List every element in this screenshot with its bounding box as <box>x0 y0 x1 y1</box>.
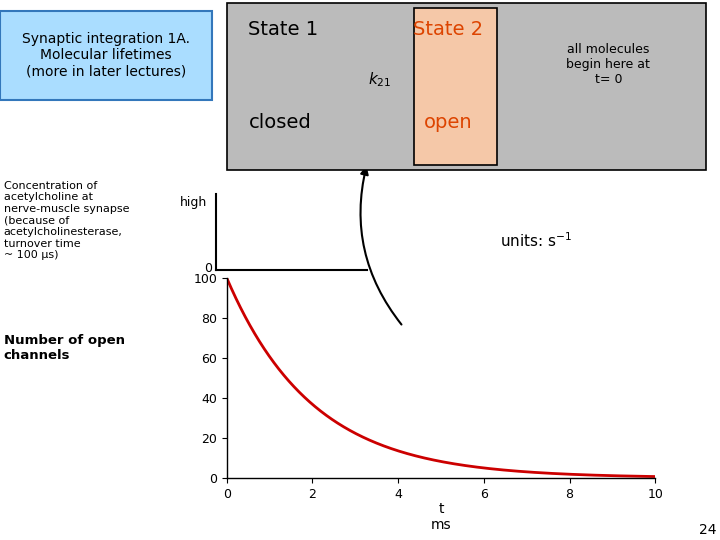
Text: Number of open
channels: Number of open channels <box>4 334 125 362</box>
Text: Concentration of
acetylcholine at
nerve-muscle synapse
(because of
acetylcholine: Concentration of acetylcholine at nerve-… <box>4 181 129 260</box>
Text: State 2: State 2 <box>413 20 484 39</box>
Text: Synaptic integration 1A.
Molecular lifetimes
(more in later lectures): Synaptic integration 1A. Molecular lifet… <box>22 32 190 78</box>
X-axis label: t
ms: t ms <box>431 502 451 532</box>
Text: closed: closed <box>248 113 311 132</box>
Text: 0: 0 <box>204 262 212 275</box>
Text: all molecules
begin here at
t= 0: all molecules begin here at t= 0 <box>567 43 650 86</box>
Text: $k_{21}$: $k_{21}$ <box>368 70 391 89</box>
Text: 24: 24 <box>699 523 716 537</box>
Text: units: s$^{-1}$: units: s$^{-1}$ <box>500 231 572 249</box>
Text: high: high <box>180 196 207 209</box>
Text: State 1: State 1 <box>248 20 318 39</box>
Text: open: open <box>424 113 473 132</box>
